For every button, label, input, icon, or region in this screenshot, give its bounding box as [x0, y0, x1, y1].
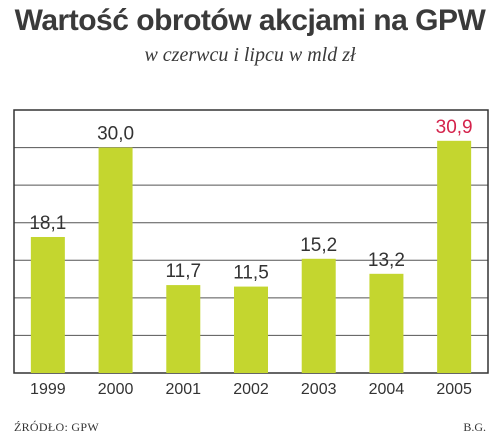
x-tick-label: 1999	[30, 381, 66, 398]
bar	[437, 140, 472, 373]
x-tick-label: 2001	[165, 381, 201, 398]
data-label: 11,7	[165, 261, 201, 282]
source-note: ŹRÓDŁO: GPW	[14, 420, 99, 434]
bar	[98, 147, 133, 373]
data-label: 18,1	[29, 213, 66, 234]
bar	[369, 273, 404, 373]
author-credit: B.G.	[463, 420, 486, 434]
bar	[30, 236, 65, 373]
data-label: 11,5	[233, 263, 269, 284]
x-tick-label: 2005	[436, 381, 472, 398]
chart-title: Wartość obrotów akcjami na GPW	[14, 4, 486, 37]
x-tick-label: 2000	[98, 381, 134, 398]
data-label: 13,2	[368, 250, 405, 271]
x-tick-label: 2002	[233, 381, 269, 398]
chart-subtitle: w czerwcu i lipcu w mld zł	[144, 44, 356, 66]
bar	[166, 285, 201, 373]
bar	[301, 258, 336, 373]
x-tick-label: 2004	[369, 381, 405, 398]
data-label: 30,0	[97, 124, 134, 145]
data-label: 30,9	[436, 117, 473, 138]
x-tick-label: 2003	[301, 381, 337, 398]
bar	[234, 286, 268, 373]
data-label: 15,2	[300, 235, 337, 256]
